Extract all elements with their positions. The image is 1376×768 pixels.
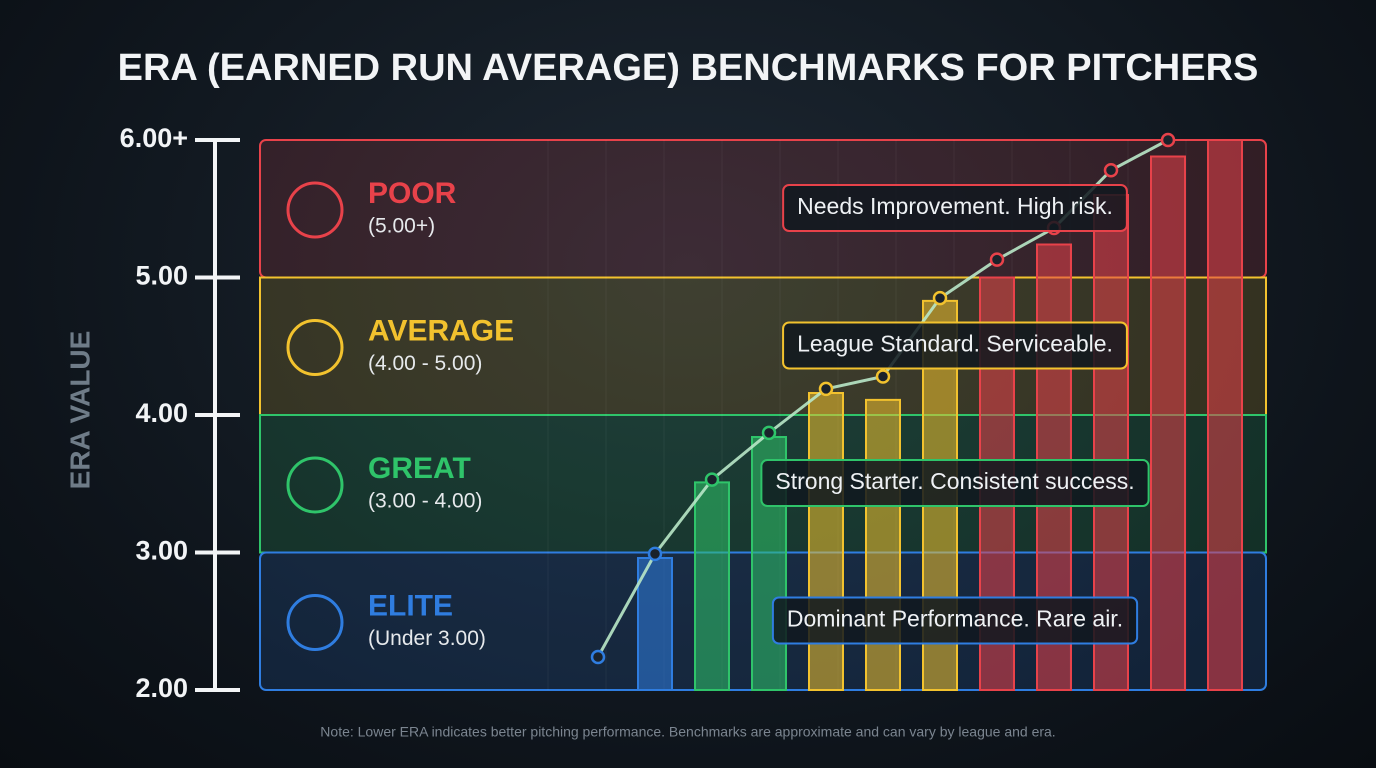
- band-name: ELITE: [368, 589, 453, 622]
- line-point: [875, 369, 891, 384]
- line-point: [1160, 132, 1176, 148]
- band-note: Needs Improvement. High risk.: [782, 184, 1128, 232]
- band-note: League Standard. Serviceable.: [782, 321, 1128, 370]
- band-note-text: Dominant Performance. Rare air.: [787, 606, 1123, 632]
- band-note: Dominant Performance. Rare air.: [771, 596, 1139, 645]
- band-note-box: [760, 459, 1150, 507]
- line-point: [647, 546, 663, 562]
- y-axis-label: ERA VALUE: [64, 331, 95, 490]
- line-point: [761, 425, 777, 441]
- band-note-box: [771, 596, 1139, 645]
- line-point: [590, 649, 606, 665]
- band-note: Strong Starter. Consistent success.: [760, 459, 1150, 507]
- bar: [808, 392, 844, 691]
- y-tick-label: 4.00: [135, 398, 188, 428]
- band-note-box: [782, 321, 1128, 370]
- line-point: [932, 290, 948, 306]
- bar: [865, 398, 901, 691]
- line-point: [989, 252, 1005, 267]
- band-range: (4.00 - 5.00): [368, 352, 482, 375]
- band-range: (Under 3.00): [368, 627, 486, 650]
- bar: [1207, 139, 1243, 691]
- band-icon: [286, 319, 344, 376]
- line-point: [1103, 163, 1119, 178]
- band-note-text: League Standard. Serviceable.: [797, 331, 1113, 357]
- band-name: AVERAGE: [368, 314, 514, 347]
- band-note-text: Strong Starter. Consistent success.: [775, 468, 1134, 494]
- band-name: GREAT: [368, 452, 471, 485]
- band-icon: [286, 594, 344, 651]
- y-tick-label: 2.00: [135, 673, 188, 703]
- bar: [1150, 155, 1186, 691]
- band-note-box: [782, 184, 1128, 232]
- band-icon: [286, 456, 344, 514]
- chart-title: ERA (EARNED RUN AVERAGE) BENCHMARKS FOR …: [118, 47, 1259, 89]
- y-tick-label: 5.00: [135, 261, 188, 291]
- band-note-text: Needs Improvement. High risk.: [797, 193, 1113, 219]
- footnote: Note: Lower ERA indicates better pitchin…: [320, 724, 1055, 740]
- band-icon: [286, 181, 344, 239]
- line-point: [818, 381, 834, 397]
- y-tick-label: 6.00+: [120, 123, 188, 153]
- line-point: [704, 472, 720, 487]
- band-range: (5.00+): [368, 215, 435, 238]
- y-tick-label: 3.00: [135, 536, 188, 566]
- band-name: POOR: [368, 177, 457, 210]
- band-range: (3.00 - 4.00): [368, 490, 482, 513]
- bar: [694, 481, 730, 691]
